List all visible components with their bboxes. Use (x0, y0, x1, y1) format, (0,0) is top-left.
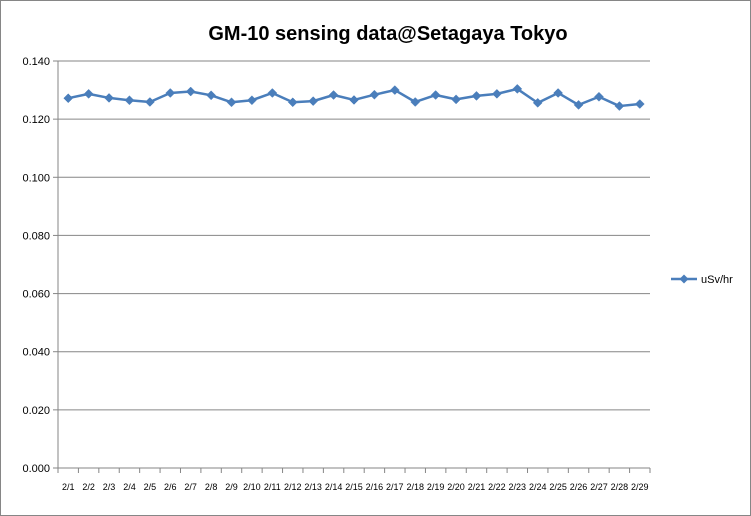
x-tick-label: 2/26 (570, 482, 588, 492)
x-tick-label: 2/1 (62, 482, 75, 492)
data-point (369, 89, 380, 100)
data-point (594, 91, 604, 102)
x-tick-label: 2/25 (549, 482, 567, 492)
data-point (287, 97, 298, 108)
y-tick-labels: 0.000 0.020 0.040 0.060 0.080 0.100 0.120 0.140 (22, 56, 50, 475)
legend-label: uSv/hr (701, 274, 733, 286)
y-tick-label: 0.140 (22, 56, 50, 68)
x-tick-label: 2/29 (631, 482, 649, 492)
data-point (83, 88, 94, 99)
data-point (614, 101, 625, 111)
x-tick-label: 2/21 (468, 482, 486, 492)
x-tick-label: 2/16 (366, 482, 384, 492)
data-point (532, 98, 543, 108)
x-tick-label: 2/5 (144, 482, 157, 492)
data-point (512, 84, 523, 94)
x-tick-label: 2/19 (427, 482, 445, 492)
legend: uSv/hr (671, 274, 733, 286)
x-tick-label: 2/18 (406, 482, 424, 492)
data-point (471, 91, 482, 101)
x-tick-label: 2/23 (509, 482, 527, 492)
data-point (267, 88, 278, 98)
x-tick-label: 2/8 (205, 482, 218, 492)
data-point (492, 88, 502, 99)
x-tick-label: 2/20 (447, 482, 465, 492)
x-tick-label: 2/14 (325, 482, 343, 492)
y-tick-label: 0.060 (22, 289, 50, 301)
chart-title: GM-10 sensing data@Setagaya Tokyo (208, 23, 567, 45)
x-tick-label: 2/24 (529, 482, 547, 492)
x-tick-label: 2/7 (184, 482, 197, 492)
data-point (308, 96, 319, 106)
y-tick-label: 0.080 (22, 230, 50, 242)
x-tick-label: 2/15 (345, 482, 363, 492)
y-tick-label: 0.100 (22, 172, 50, 184)
x-tick-label: 2/17 (386, 482, 404, 492)
x-tick-label: 2/10 (243, 482, 261, 492)
data-point (573, 100, 584, 110)
x-tick-labels: 2/1 2/2 2/3 2/4 2/5 2/6 2/7 2/8 2/9 2/10 2/11 2/12 2… (62, 482, 649, 492)
x-tick-label: 2/9 (225, 482, 238, 492)
x-tick-label: 2/28 (611, 482, 629, 492)
axes (53, 60, 651, 473)
data-point (328, 90, 339, 100)
x-tick-label: 2/27 (590, 482, 608, 492)
x-tick-label: 2/2 (82, 482, 95, 492)
gridlines (58, 60, 650, 411)
y-tick-label: 0.000 (22, 463, 50, 475)
data-point (206, 90, 216, 101)
x-tick-label: 2/3 (103, 482, 116, 492)
data-point (389, 85, 400, 95)
data-point (553, 88, 563, 98)
x-tick-label: 2/12 (284, 482, 302, 492)
y-tick-label: 0.020 (22, 405, 50, 417)
x-tick-label: 2/13 (304, 482, 322, 492)
data-point (410, 97, 421, 107)
x-tick-label: 2/11 (264, 482, 281, 492)
legend-marker (679, 274, 689, 284)
x-tick-label: 2/22 (488, 482, 506, 492)
data-point (63, 93, 74, 104)
data-point (247, 95, 257, 106)
data-point (226, 97, 237, 108)
data-point (451, 94, 461, 105)
data-point (165, 88, 176, 98)
data-point (145, 97, 155, 107)
x-tick-label: 2/6 (164, 482, 177, 492)
data-point (124, 95, 135, 106)
data-point (349, 95, 359, 105)
y-tick-label: 0.040 (22, 347, 50, 359)
y-tick-label: 0.120 (22, 114, 50, 126)
data-point (185, 86, 196, 97)
data-point (430, 90, 441, 100)
data-point (634, 99, 645, 109)
data-point (104, 93, 114, 103)
series-group (63, 84, 645, 111)
x-tick-label: 2/4 (123, 482, 136, 492)
